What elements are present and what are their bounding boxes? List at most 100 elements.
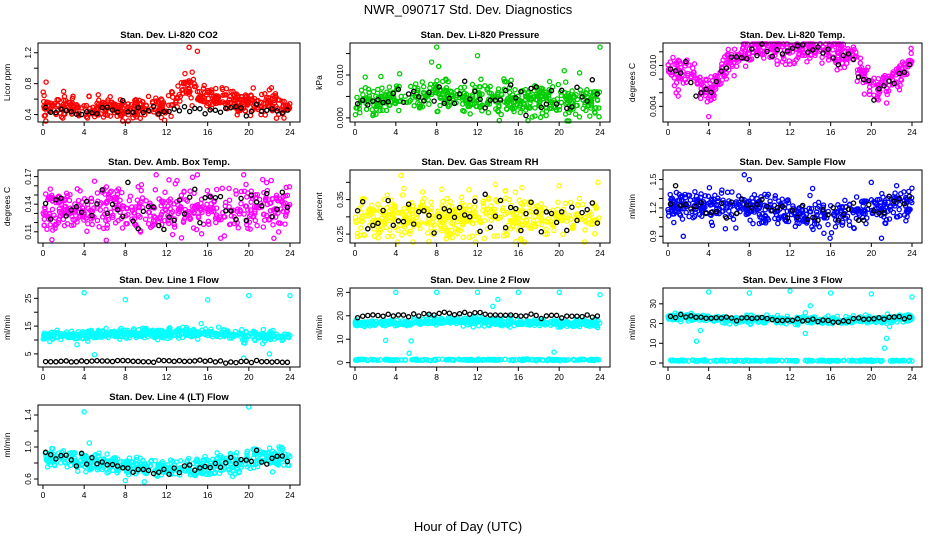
data-point [276, 97, 283, 103]
data-point [550, 356, 556, 363]
y-tick-label: 0.4 [23, 108, 33, 120]
data-point [423, 220, 430, 227]
data-point [581, 239, 588, 245]
data-point [261, 331, 268, 338]
data-point [378, 73, 384, 80]
data-point [127, 193, 134, 199]
data-point [480, 198, 486, 205]
data-point [519, 202, 526, 208]
data-point [40, 89, 46, 95]
data-point [153, 98, 159, 104]
hourly-mean-point [258, 108, 265, 114]
data-point [459, 220, 466, 227]
data-point [866, 91, 873, 98]
hourly-mean-point [667, 201, 674, 207]
data-point [254, 222, 260, 229]
data-point [234, 112, 240, 118]
hourly-mean-point [135, 358, 141, 365]
hourly-mean-point [135, 225, 141, 232]
data-point [155, 329, 161, 336]
data-point [162, 217, 168, 224]
hourly-mean-point [264, 190, 270, 197]
outlier-point [595, 179, 601, 186]
data-point [70, 332, 77, 339]
data-point [741, 41, 748, 47]
data-point [69, 103, 76, 109]
data-point [454, 219, 461, 225]
outlier-point [189, 69, 195, 75]
hourly-mean-point [426, 212, 432, 218]
data-point [138, 181, 145, 188]
data-point [389, 210, 396, 217]
data-point [152, 334, 159, 340]
y-axis-label: degrees C [2, 187, 12, 226]
data-point [353, 219, 359, 226]
data-point [472, 195, 478, 201]
data-point [667, 191, 673, 198]
data-point [270, 222, 276, 228]
outlier-point [43, 79, 49, 85]
y-tick-label: 1.2 [648, 202, 658, 214]
data-point [886, 216, 893, 222]
data-point [354, 94, 360, 101]
hourly-mean-point [759, 41, 765, 47]
data-point [103, 325, 109, 332]
hourly-mean-point [518, 88, 524, 95]
hourly-mean-point [161, 226, 167, 233]
data-point [810, 226, 816, 233]
x-tick-label: 16 [203, 248, 213, 258]
hourly-mean-point [784, 48, 791, 54]
y-tick-label: 0 [335, 360, 345, 365]
hourly-mean-point [354, 314, 361, 321]
data-point [252, 337, 258, 344]
hourly-mean-point [192, 186, 198, 193]
hourly-mean-point [589, 314, 596, 320]
outlier-point [266, 87, 273, 93]
hourly-mean-point [410, 88, 417, 95]
data-point [828, 230, 835, 236]
data-point [779, 196, 785, 202]
data-point [830, 47, 836, 53]
hourly-mean-point [810, 47, 816, 53]
x-tick-label: 8 [123, 372, 128, 382]
x-tick-label: 16 [514, 372, 524, 382]
data-point [413, 357, 419, 363]
x-tick-label: 0 [353, 248, 358, 258]
data-point [354, 233, 361, 240]
data-point [443, 357, 449, 363]
hourly-mean-point [410, 311, 417, 317]
data-point [134, 332, 140, 339]
hourly-mean-point [222, 105, 229, 112]
data-point [227, 221, 234, 227]
data-point [807, 209, 814, 215]
hourly-mean-point [390, 222, 397, 229]
data-point [201, 82, 207, 89]
data-point [708, 219, 715, 226]
data-point [712, 192, 718, 199]
hourly-mean-point [840, 211, 847, 218]
data-point [746, 208, 753, 214]
hourly-mean-point [467, 96, 473, 102]
hourly-mean-point [202, 195, 208, 201]
x-tick-label: 16 [514, 248, 524, 258]
data-point [483, 211, 489, 217]
hourly-mean-point [548, 312, 555, 319]
hourly-mean-point [181, 103, 188, 110]
data-point [594, 97, 601, 104]
data-point [772, 193, 779, 199]
data-point [691, 61, 698, 67]
data-point [260, 326, 267, 333]
data-point [124, 106, 130, 112]
data-point [570, 320, 577, 326]
plot-frame [349, 42, 611, 123]
data-point [537, 114, 544, 121]
data-point [273, 331, 280, 338]
data-point [110, 212, 116, 219]
hourly-mean-point [472, 198, 478, 205]
data-point [694, 80, 700, 86]
hourly-mean-point [284, 359, 291, 366]
data-point [107, 113, 114, 119]
hourly-mean-point [574, 84, 580, 91]
data-point [474, 103, 480, 109]
data-point [55, 97, 62, 103]
